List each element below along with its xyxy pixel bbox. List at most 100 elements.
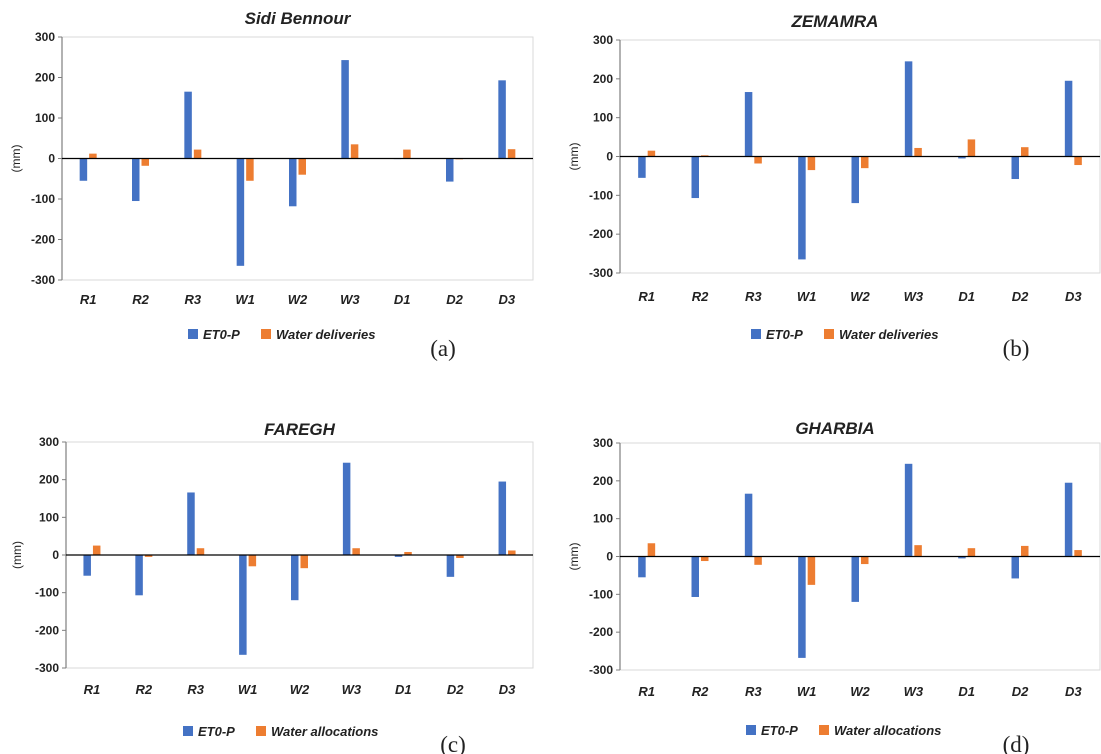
y-tick-label: 300 (593, 436, 613, 450)
bar-et0-p-d3 (498, 481, 507, 555)
x-tick-label: D2 (1012, 289, 1029, 304)
bar-water-w2 (861, 556, 869, 565)
bar-water-d3 (1074, 156, 1082, 166)
y-tick-label: 100 (35, 111, 55, 125)
bar-water-d2 (456, 555, 464, 559)
legend-swatch (256, 726, 266, 736)
bar-et0-p-r1 (79, 158, 88, 181)
bar-et0-p-d1 (958, 156, 966, 159)
x-tick-label: R1 (84, 682, 101, 697)
legend-swatch (261, 329, 271, 339)
bar-water-w3 (914, 147, 922, 157)
x-tick-label: D3 (499, 682, 516, 697)
bar-et0-p-r2 (691, 156, 699, 199)
bar-et0-p-d2 (446, 158, 454, 182)
y-tick-label: -200 (589, 227, 613, 241)
x-tick-label: D3 (1065, 684, 1082, 699)
bar-water-r2 (141, 158, 149, 166)
bar-water-r1 (92, 545, 101, 555)
bar-water-r2 (701, 556, 709, 562)
legend: ET0-P Water allocations (746, 723, 941, 738)
y-tick-label: -300 (31, 273, 55, 287)
panel-label: (d) (1003, 732, 1030, 754)
x-tick-label: W1 (235, 292, 255, 307)
bar-et0-p-r3 (184, 91, 192, 159)
chart-3: 300 200 100 0 -100 -200 -300 R1 R2 R3 W1 W2 W3 D1 D2 D3… (10, 420, 534, 754)
x-tick-label: W1 (797, 289, 817, 304)
bar-water-d1 (967, 548, 976, 557)
bar-et0-p-w1 (798, 556, 806, 658)
x-tick-label: D2 (1012, 684, 1029, 699)
x-tick-label: R1 (638, 289, 655, 304)
bar-et0-p-d1 (958, 556, 966, 559)
bar-water-w3 (914, 545, 922, 557)
legend-label: Water allocations (834, 723, 941, 738)
chart-title: GHARBIA (795, 419, 874, 438)
chart-title: ZEMAMRA (791, 12, 879, 31)
bar-et0-p-w1 (798, 156, 806, 260)
x-tick-label: D1 (395, 682, 412, 697)
x-tick-label: W2 (288, 292, 308, 307)
x-tick-label: D3 (1065, 289, 1082, 304)
x-tick-label: W3 (904, 684, 924, 699)
y-tick-label: 200 (593, 474, 613, 488)
x-tick-label: D1 (958, 684, 975, 699)
bar-et0-p-w3 (341, 60, 349, 159)
x-tick-label: W2 (850, 684, 870, 699)
y-axis-label: (mm) (567, 543, 581, 571)
y-tick-label: 0 (606, 550, 613, 564)
bar-et0-p-d3 (1064, 482, 1073, 557)
y-tick-label: -200 (589, 625, 613, 639)
x-tick-label: W3 (904, 289, 924, 304)
legend-label: Water deliveries (839, 327, 938, 342)
y-tick-label: -200 (35, 623, 59, 637)
legend-swatch (746, 725, 756, 735)
bar-water-w1 (807, 556, 816, 585)
bar-water-w2 (298, 158, 306, 175)
legend: ET0-P Water deliveries (751, 327, 938, 342)
x-tick-label: R2 (132, 292, 149, 307)
legend-swatch (751, 329, 761, 339)
bar-et0-p-d3 (498, 80, 506, 159)
x-tick-label: R3 (745, 684, 762, 699)
x-tick-label: D2 (446, 292, 463, 307)
legend-swatch (819, 725, 829, 735)
bar-water-r3 (193, 149, 202, 159)
bar-water-d1 (404, 551, 412, 555)
legend: ET0-P Water deliveries (188, 327, 375, 342)
chart-2: 300 200 100 0 -100 -200 -300 R1 R2 R3 W1 W2 W3 D1 D2 D3… (567, 12, 1101, 361)
y-axis-label: (mm) (10, 541, 24, 569)
bar-et0-p-r3 (744, 92, 753, 157)
legend-label: Water allocations (271, 724, 378, 739)
bar-water-w2 (300, 555, 308, 569)
y-tick-label: 0 (48, 152, 55, 166)
bar-water-d2 (1021, 147, 1029, 157)
bar-et0-p-d2 (1011, 156, 1019, 180)
y-tick-label: -100 (589, 188, 613, 202)
bar-et0-p-w2 (289, 158, 297, 207)
y-tick-label: 0 (606, 150, 613, 164)
chart-1: 300 200 100 0 -100 -200 -300 R1 R2 R3 W1 W2 W3 D1 D2 D3… (9, 9, 534, 361)
legend-label: ET0-P (198, 724, 235, 739)
bar-water-d3 (508, 550, 516, 555)
x-tick-label: W2 (290, 682, 310, 697)
y-tick-label: -200 (31, 233, 55, 247)
y-tick-label: 200 (35, 71, 55, 85)
bar-water-w3 (352, 548, 360, 555)
bar-water-r2 (144, 555, 153, 557)
bar-et0-p-w2 (291, 555, 299, 601)
legend-swatch (824, 329, 834, 339)
x-tick-label: W1 (797, 684, 817, 699)
bar-water-w1 (807, 156, 816, 171)
bar-et0-p-d2 (446, 555, 455, 577)
x-tick-label: D3 (499, 292, 516, 307)
x-tick-label: R3 (745, 289, 762, 304)
legend: ET0-P Water allocations (183, 724, 378, 739)
bar-et0-p-r3 (187, 492, 195, 555)
bar-water-d2 (1021, 545, 1029, 557)
bar-et0-p-d1 (394, 555, 403, 557)
legend-label: ET0-P (761, 723, 798, 738)
bar-water-r3 (196, 548, 205, 555)
y-tick-label: -100 (35, 586, 59, 600)
y-axis-label: (mm) (9, 145, 23, 173)
